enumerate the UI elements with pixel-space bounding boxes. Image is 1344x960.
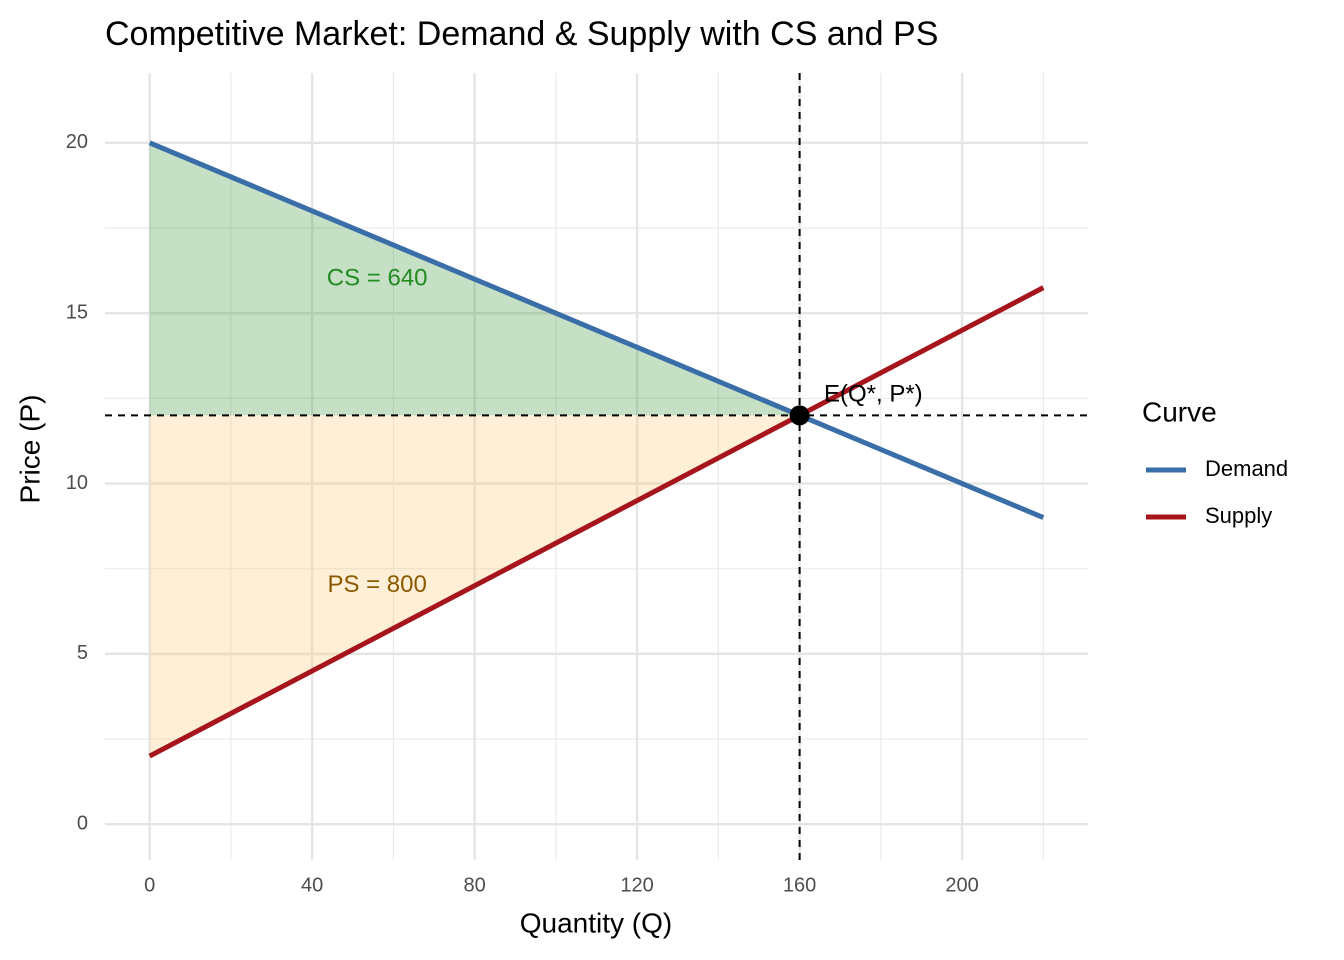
y-axis-title: Price (P) — [14, 395, 45, 504]
area-label: PS = 800 — [327, 571, 426, 598]
x-tick-label: 0 — [144, 874, 155, 896]
legend-label: Demand — [1205, 456, 1288, 481]
legend-title: Curve — [1142, 396, 1217, 427]
x-tick-label: 200 — [945, 874, 978, 896]
x-tick-label: 80 — [464, 874, 486, 896]
area-label: CS = 640 — [327, 264, 428, 291]
y-tick-label: 20 — [66, 131, 88, 153]
line — [148, 285, 1045, 759]
x-tick-label: 120 — [620, 874, 653, 896]
y-tick-label: 5 — [77, 642, 88, 664]
legend-label: Supply — [1205, 503, 1272, 528]
x-tick-label: 160 — [783, 874, 816, 896]
x-axis-title: Quantity (Q) — [520, 907, 672, 938]
line — [148, 140, 1045, 520]
chart-title: Competitive Market: Demand & Supply with… — [105, 15, 938, 53]
x-tick-label: 40 — [301, 874, 323, 896]
y-tick-label: 10 — [66, 472, 88, 494]
equilibrium-point — [789, 405, 810, 426]
y-tick-label: 0 — [77, 813, 88, 835]
equilibrium-label: E(Q*, P*) — [824, 380, 923, 407]
y-tick-label: 15 — [66, 301, 88, 323]
